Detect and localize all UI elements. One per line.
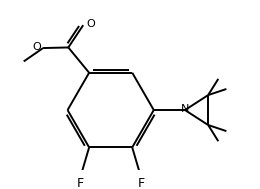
Text: O: O: [86, 19, 95, 29]
Text: N: N: [181, 104, 189, 114]
Text: O: O: [32, 42, 41, 52]
Text: F: F: [138, 177, 145, 189]
Text: F: F: [77, 177, 84, 189]
